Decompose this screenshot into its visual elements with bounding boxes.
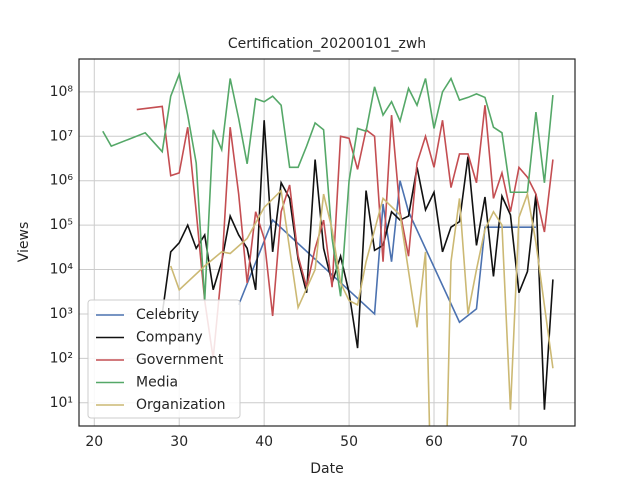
x-tick-label: 30 (170, 434, 188, 450)
y-tick-label: 10⁶ (50, 173, 74, 189)
axes-frame (78, 58, 576, 427)
legend-label: Government (136, 352, 224, 368)
series-line (169, 188, 554, 426)
x-axis-label: Date (310, 461, 343, 477)
legend-label: Organization (136, 397, 226, 413)
y-tick-label: 10⁵ (50, 217, 73, 233)
y-tick-label: 10² (50, 350, 73, 366)
y-tick-label: 10³ (50, 306, 73, 322)
x-tick-label: 60 (425, 434, 443, 450)
chart-title: Certification_20200101_zwh (228, 36, 426, 52)
y-tick-label: 10⁷ (50, 128, 73, 144)
x-tick-label: 50 (340, 434, 358, 450)
x-tick-label: 20 (85, 434, 103, 450)
x-tick-label: 70 (510, 434, 528, 450)
legend-box (87, 299, 241, 419)
legend-label: Company (136, 330, 203, 346)
y-tick-label: 10¹ (50, 395, 73, 411)
y-tick-label: 10⁴ (50, 262, 74, 278)
legend-label: Celebrity (136, 307, 199, 323)
legend-label: Media (136, 375, 178, 391)
x-tick-label: 40 (255, 434, 273, 450)
series-line (102, 71, 554, 301)
y-axis-label: Views (16, 222, 32, 263)
plot-area (102, 71, 554, 426)
legend: Celebrity Company Government Media Organizat… (87, 299, 241, 419)
grid (79, 59, 575, 426)
y-tick-label: 10⁸ (50, 84, 74, 100)
